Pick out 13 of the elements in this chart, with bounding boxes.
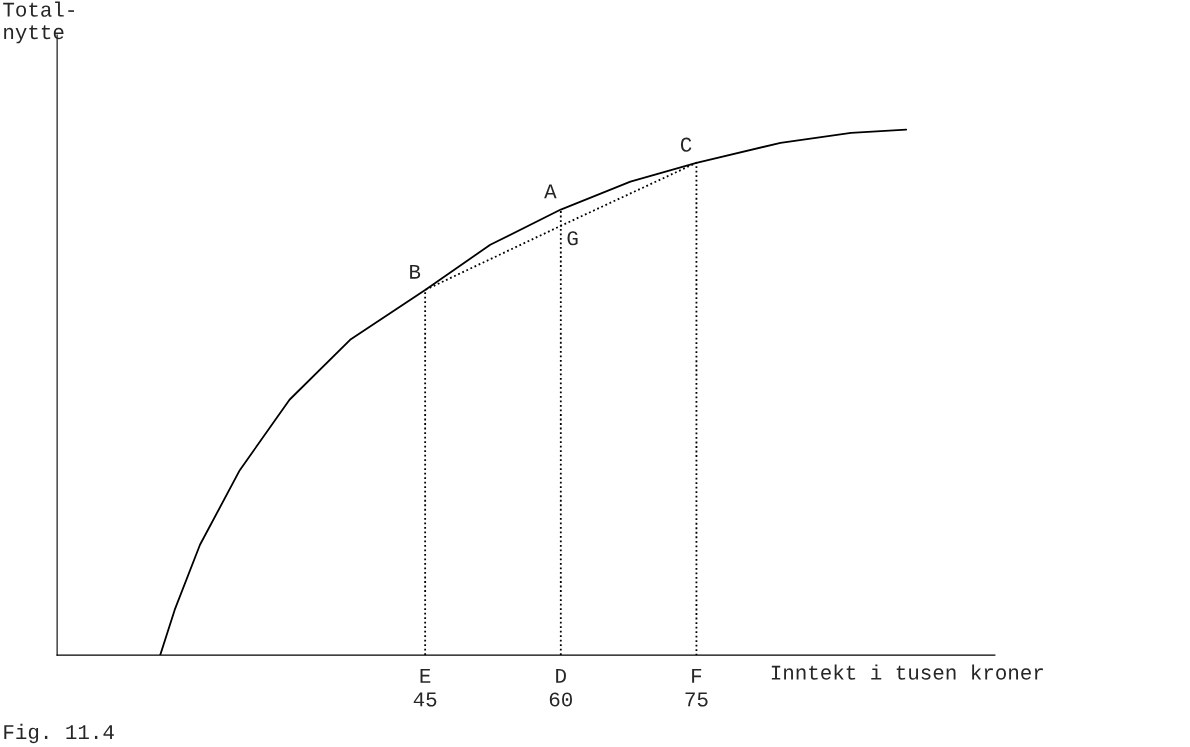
x-tick-label: 45 bbox=[413, 692, 437, 707]
annotation: A bbox=[544, 184, 557, 199]
text: D bbox=[556, 668, 566, 683]
caption: Fig. 11.4 bbox=[4, 723, 114, 744]
annotation: C bbox=[680, 137, 692, 152]
x-tick-label: 60 bbox=[549, 692, 573, 707]
text: E bbox=[420, 668, 431, 683]
annotation: G bbox=[567, 231, 578, 246]
x-axis-title: Inntekt i tusen kroner bbox=[771, 664, 1043, 680]
text: F bbox=[692, 668, 702, 683]
annotation: B bbox=[410, 264, 421, 279]
y-axis-title: Total- nytte bbox=[3, 1, 74, 44]
x-tick-label: 75 bbox=[685, 692, 708, 707]
